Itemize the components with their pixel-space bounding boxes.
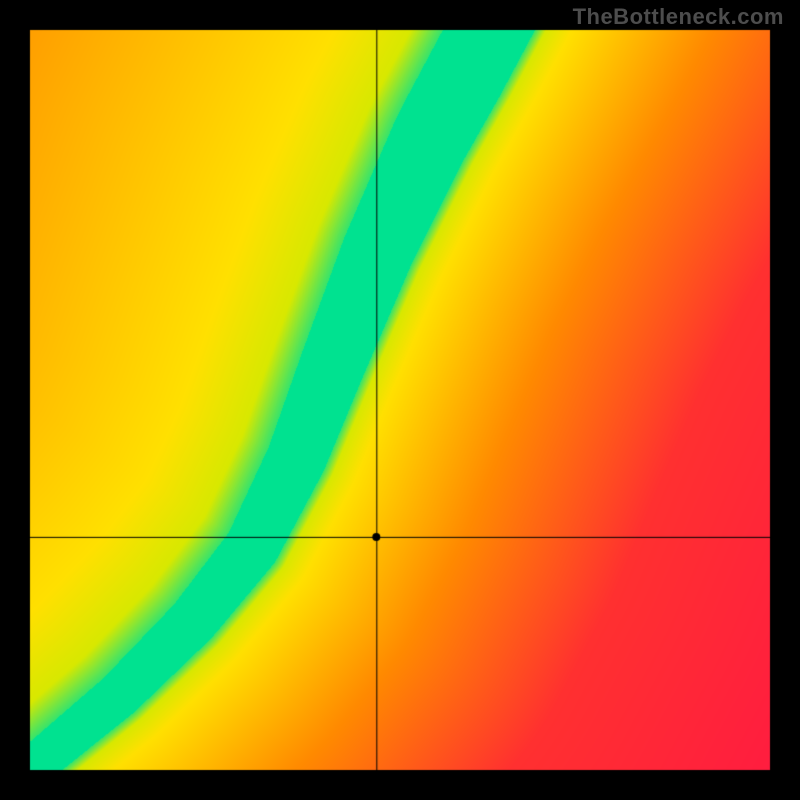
- watermark-text: TheBottleneck.com: [573, 4, 784, 30]
- chart-container: TheBottleneck.com: [0, 0, 800, 800]
- heatmap-canvas: [0, 0, 800, 800]
